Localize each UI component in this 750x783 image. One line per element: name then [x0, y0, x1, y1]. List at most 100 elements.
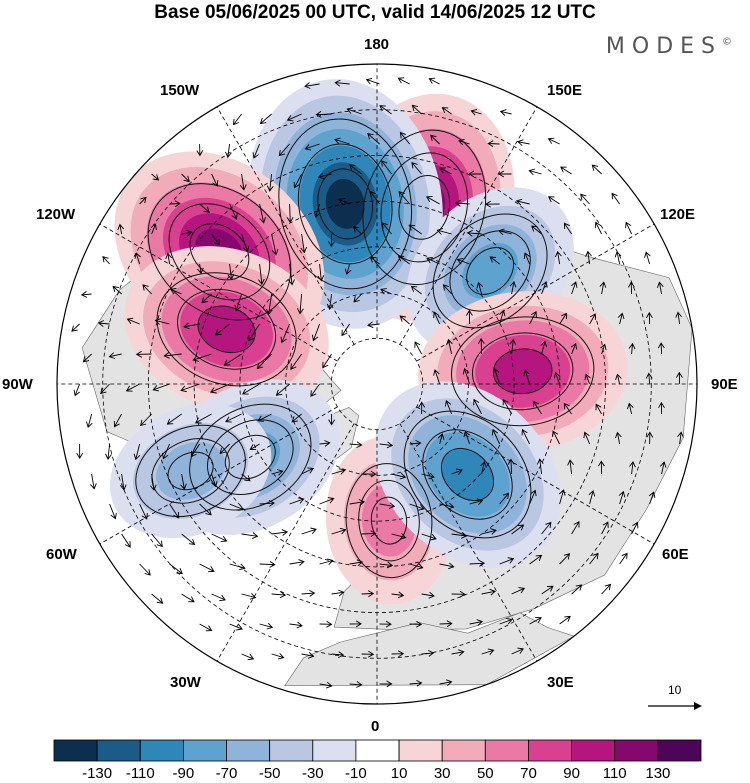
wind-arrow [301, 467, 314, 475]
graticule [57, 64, 697, 704]
contour-line [358, 479, 420, 562]
wind-arrow [529, 616, 542, 625]
contour-line [189, 223, 250, 281]
contour-line [197, 305, 256, 354]
colorbar-tick-label: 130 [645, 765, 671, 782]
wind-arrow [361, 650, 375, 658]
wind-arrow [259, 561, 276, 568]
wind-arrow [499, 492, 510, 505]
streamline-contours [362, 129, 487, 286]
wind-arrow [328, 414, 335, 426]
wind-arrow [552, 430, 561, 445]
colorbar-segment [312, 739, 357, 762]
wind-arrow [498, 309, 506, 325]
wind-arrow [439, 679, 453, 687]
reference-vector-label: 10 [668, 683, 682, 697]
colorbar-tick-label: -30 [301, 765, 324, 782]
wind-arrow [444, 399, 453, 415]
wind-arrow [591, 164, 602, 175]
colorbar-tick-label: -110 [125, 765, 155, 782]
wind-arrow [82, 353, 92, 363]
wind-arrow [349, 164, 362, 175]
wind-arrow [154, 318, 170, 325]
wind-arrow [421, 649, 435, 657]
wind-arrow [379, 441, 394, 449]
wind-arrow [151, 593, 164, 604]
anomaly-shading [442, 449, 493, 500]
lon-label-120w: 120W [36, 206, 76, 223]
wind-arrow [659, 461, 667, 475]
wind-arrow [446, 338, 453, 355]
wind-arrow [541, 281, 548, 295]
contour-line [403, 410, 532, 539]
wind-arrow [560, 166, 572, 175]
wind-arrow [426, 196, 440, 205]
wind-arrow [409, 439, 422, 447]
wind-arrow [529, 489, 537, 505]
wind-arrow [442, 284, 452, 295]
contour-line [135, 424, 246, 518]
wind-arrow [489, 256, 500, 265]
wind-arrow [346, 107, 362, 115]
wind-arrow [515, 198, 530, 206]
wind-arrow [428, 77, 440, 85]
wind-arrow [214, 323, 230, 336]
wind-arrow [80, 291, 92, 298]
wind-arrow [589, 552, 599, 565]
wind-arrow [426, 257, 440, 265]
meridian-line [399, 423, 549, 682]
contour-line [206, 419, 294, 495]
wind-arrow [259, 500, 275, 507]
wind-arrow [121, 533, 131, 548]
wind-arrow [414, 341, 422, 355]
wind-arrow [646, 311, 653, 325]
wind-arrow [480, 461, 487, 475]
wind-arrow [225, 413, 242, 423]
colorbar-tick-label: -90 [172, 765, 195, 782]
wind-arrow [367, 321, 380, 329]
wind-arrow [286, 203, 294, 224]
wind-arrow [86, 413, 93, 429]
wind-arrow [181, 533, 196, 546]
wind-arrow [288, 263, 295, 286]
wind-arrow [618, 490, 626, 505]
wind-arrow [183, 322, 200, 330]
wind-arrow [380, 288, 392, 295]
parallel-circle [285, 292, 469, 476]
wind-arrow [594, 221, 603, 235]
meridian-line [79, 406, 338, 556]
contour-line [345, 463, 433, 579]
wind-arrow [334, 137, 350, 145]
wind-arrow [523, 252, 531, 265]
colorbar-tick-label: -10 [345, 765, 367, 782]
contour-line [398, 175, 451, 240]
wind-arrow [439, 502, 455, 510]
wind-arrow [456, 257, 470, 265]
wind-arrow [441, 107, 452, 115]
wind-arrow [601, 521, 609, 535]
africa-land [284, 612, 575, 686]
wind-arrow [645, 372, 653, 385]
wind-arrow [165, 252, 172, 265]
wind-arrow [229, 623, 243, 631]
wind-arrow [521, 428, 531, 445]
wind-arrow [117, 223, 125, 235]
wind-arrow [433, 369, 441, 385]
anomaly-shading [494, 349, 552, 394]
wind-arrow [554, 250, 562, 265]
wind-arrow [278, 143, 290, 157]
colorbar-segment [269, 739, 314, 762]
wind-arrow [547, 196, 560, 205]
copyright-mark: © [722, 36, 732, 48]
wind-arrow [433, 311, 441, 325]
wind-arrow [139, 196, 147, 205]
colorbar-tick-label: 10 [390, 765, 408, 782]
wind-arrow [498, 170, 512, 178]
wind-arrow [286, 113, 302, 122]
wind-arrow [381, 160, 392, 175]
wind-arrow [135, 350, 152, 358]
wind-arrow [571, 521, 580, 535]
wind-arrow [481, 648, 495, 655]
wind-arrow [614, 431, 622, 445]
